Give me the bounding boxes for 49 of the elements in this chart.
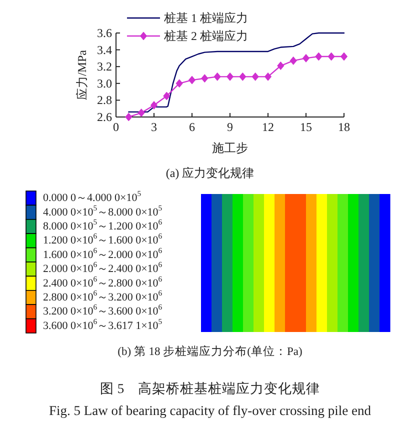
point [340, 52, 348, 61]
y-tick-label: 2.6 [97, 110, 112, 124]
point [163, 92, 170, 100]
color-bar-label: 2.000 0×10$^{6}$～2.400 0×10$^{6}$ [43, 260, 162, 276]
x-tick-label: 3 [151, 120, 157, 134]
color-bar-label: 2.800 0×10$^{6}$～3.200 0×10$^{6}$ [43, 288, 162, 304]
point [302, 54, 310, 62]
y-tick-label: 2.8 [97, 93, 112, 108]
point [138, 108, 145, 118]
text: (a) 应力变化规律 [166, 166, 254, 180]
point [125, 112, 132, 122]
point [264, 72, 272, 81]
point [176, 79, 183, 88]
point [277, 62, 284, 70]
x-tick-label: 12 [262, 120, 274, 134]
point [239, 72, 246, 81]
caption: 图 5 高架桥桩基桩端应力变化规律 [100, 380, 320, 396]
legend-label: 桩基 1 桩端应力 [163, 11, 248, 25]
y-tick-label: 3.0 [97, 76, 112, 90]
color-bar-label: 8.000 0×10$^{5}$～1.200 0×10$^{6}$ [43, 218, 162, 232]
x-tick-label: 15 [300, 120, 312, 134]
color-bar-label: 1.200 0×10$^{6}$～1.600 0×10$^{6}$ [43, 232, 162, 247]
caption: Fig. 5 Law of bearing capacity of fly-over crossing pile end [48, 402, 372, 418]
point [226, 72, 234, 81]
color-bar-label: 4.000 0×10$^{5}$～8.000 0×10$^{5}$ [43, 203, 162, 218]
color-bar-label: 2.400 0×10$^{6}$～2.800 0×10$^{6}$ [43, 274, 162, 290]
legend-label: 桩基 2 桩端应力 [163, 29, 248, 43]
point [252, 72, 259, 81]
point [328, 52, 335, 61]
point [315, 52, 322, 61]
y-tick-label: 3.4 [97, 42, 112, 57]
x-tick-label: 0 [113, 120, 119, 134]
x-tick-label: 9 [227, 120, 233, 134]
x-tick-label: 6 [189, 120, 195, 134]
color-bar-label: 3.200 0×10$^{6}$～3.600 0×10$^{6}$ [43, 302, 162, 318]
point [201, 74, 208, 83]
y-axis-title: 应力/MPa [75, 49, 89, 100]
color-bar-label: 0.000 0～4.000 0×10$^{5}$ [43, 189, 142, 204]
color-bar-label: 3.600 0×10$^{6}$～3.617 1×10$^{5}$ [43, 316, 162, 332]
point [214, 72, 221, 81]
y-tick-label: 3.2 [97, 60, 112, 74]
y-tick-label: 3.6 [97, 26, 112, 40]
x-axis-title: 施工步 [212, 141, 248, 155]
point [188, 76, 196, 84]
point [290, 56, 297, 65]
color-bar-label: 1.600 0×10$^{6}$～2.000 0×10$^{6}$ [43, 246, 162, 261]
text: (b) 第 18 步桩端应力分布(单位：Pa) [118, 344, 303, 358]
point [150, 101, 158, 110]
x-tick-label: 18 [338, 120, 350, 134]
